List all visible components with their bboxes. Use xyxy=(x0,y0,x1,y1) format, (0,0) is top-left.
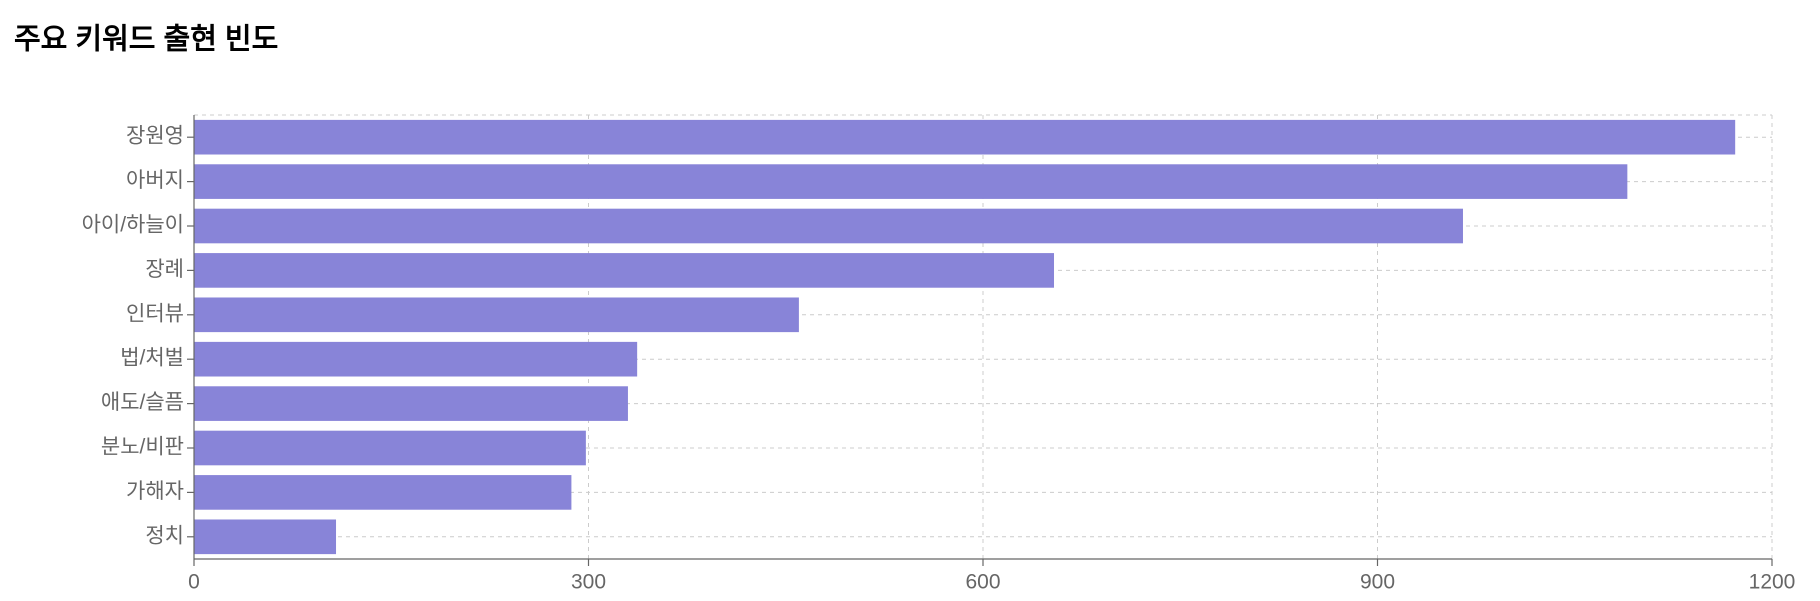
y-tick-label: 아이/하늘이 xyxy=(82,214,184,237)
bar xyxy=(194,208,1463,244)
bar xyxy=(194,430,586,466)
bar xyxy=(194,164,1628,199)
y-tick-label: 장례 xyxy=(145,258,184,281)
x-tick-label: 1200 xyxy=(1749,571,1796,594)
y-tick-label: 정치 xyxy=(145,524,184,547)
y-tick-label: 분노/비판 xyxy=(101,436,184,459)
x-tick-label: 900 xyxy=(1360,571,1395,594)
bar xyxy=(194,386,628,421)
bar xyxy=(194,341,638,377)
x-tick-label: 300 xyxy=(571,571,606,594)
bar xyxy=(194,297,799,333)
y-tick-label: 가해자 xyxy=(126,480,184,503)
bar xyxy=(194,253,1055,288)
x-tick-label: 0 xyxy=(188,571,200,594)
bar xyxy=(194,475,572,510)
y-tick-label: 인터뷰 xyxy=(126,302,184,325)
x-tick-label: 600 xyxy=(965,571,1000,594)
bar xyxy=(194,519,337,555)
chart-title: 주요 키워드 출현 빈도 xyxy=(14,23,278,56)
y-tick-label: 장원영 xyxy=(126,125,184,148)
y-tick-label: 애도/슬픔 xyxy=(101,391,184,414)
y-tick-label: 아버지 xyxy=(126,169,184,192)
y-tick-label: 법/처벌 xyxy=(120,347,184,370)
bar xyxy=(194,119,1736,155)
